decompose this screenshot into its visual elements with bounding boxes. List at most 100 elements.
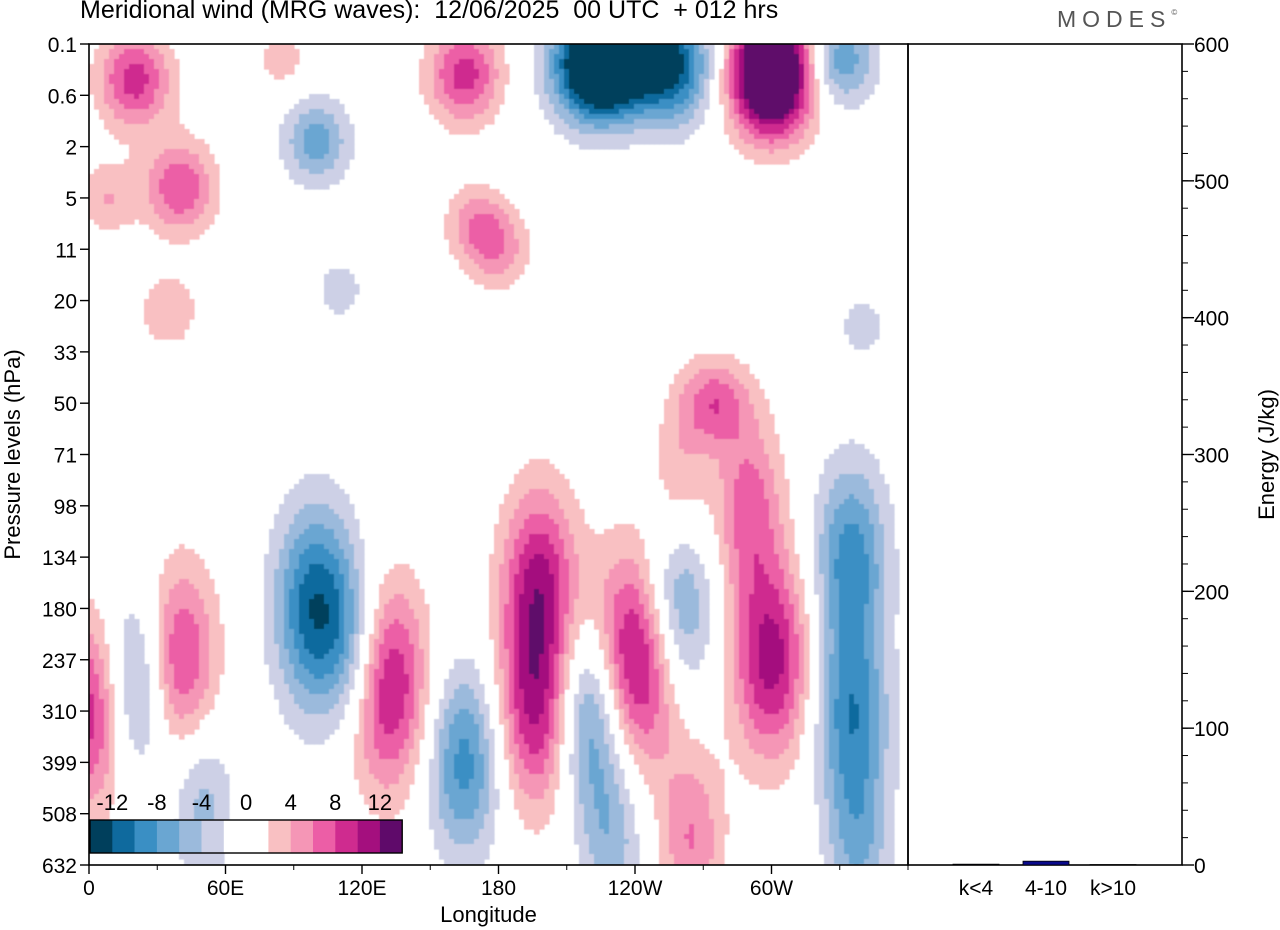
- heatmap-cell: [824, 74, 830, 80]
- heatmap-cell: [569, 109, 575, 115]
- heatmap-cell: [174, 144, 180, 150]
- heatmap-cell: [289, 174, 295, 180]
- heatmap-cell: [309, 489, 315, 495]
- heatmap-cell: [189, 569, 195, 575]
- heatmap-cell: [874, 564, 880, 570]
- heatmap-cell: [169, 179, 175, 185]
- heatmap-cell: [584, 54, 590, 60]
- heatmap-cell: [144, 64, 150, 70]
- heatmap-cell: [839, 509, 845, 515]
- heatmap-cell: [579, 134, 585, 140]
- heatmap-cell: [279, 509, 285, 515]
- heatmap-cell: [174, 84, 180, 90]
- heatmap-cell: [134, 119, 140, 125]
- heatmap-cell: [124, 209, 130, 215]
- heatmap-cell: [624, 64, 630, 70]
- heatmap-cell: [579, 549, 585, 555]
- heatmap-cell: [644, 139, 650, 145]
- heatmap-cell: [654, 129, 660, 135]
- heatmap-cell: [134, 144, 140, 150]
- heatmap-cell: [804, 89, 810, 95]
- heatmap-cell: [104, 209, 110, 215]
- heatmap-cell: [689, 484, 695, 490]
- heatmap-cell: [544, 489, 550, 495]
- heatmap-cell: [714, 374, 720, 380]
- heatmap-cell: [679, 414, 685, 420]
- heatmap-cell: [784, 559, 790, 565]
- heatmap-cell: [624, 54, 630, 60]
- heatmap-cell: [724, 354, 730, 360]
- heatmap-cell: [729, 424, 735, 430]
- heatmap-cell: [174, 224, 180, 230]
- heatmap-cell: [94, 104, 100, 110]
- heatmap-cell: [544, 569, 550, 575]
- heatmap-cell: [744, 454, 750, 460]
- heatmap-cell: [309, 179, 315, 185]
- heatmap-cell: [764, 469, 770, 475]
- heatmap-cell: [774, 144, 780, 150]
- heatmap-cell: [749, 79, 755, 85]
- heatmap-cell: [769, 139, 775, 145]
- heatmap-cell: [769, 154, 775, 160]
- heatmap-cell: [464, 244, 470, 250]
- heatmap-cell: [729, 544, 735, 550]
- heatmap-cell: [714, 384, 720, 390]
- heatmap-cell: [844, 519, 850, 525]
- heatmap-cell: [154, 94, 160, 100]
- heatmap-cell: [674, 449, 680, 455]
- heatmap-cell: [654, 89, 660, 95]
- heatmap-cell: [624, 94, 630, 100]
- heatmap-cell: [744, 69, 750, 75]
- heatmap-cell: [299, 164, 305, 170]
- heatmap-cell: [779, 44, 785, 50]
- heatmap-cell: [134, 129, 140, 135]
- heatmap-cell: [704, 359, 710, 365]
- heatmap-cell: [619, 569, 625, 575]
- heatmap-cell: [164, 309, 170, 315]
- heatmap-cell: [484, 114, 490, 120]
- heatmap-cell: [729, 374, 735, 380]
- heatmap-cell: [584, 99, 590, 105]
- heatmap-cell: [854, 454, 860, 460]
- heatmap-cell: [764, 539, 770, 545]
- heatmap-cell: [744, 79, 750, 85]
- heatmap-cell: [349, 284, 355, 290]
- heatmap-cell: [614, 79, 620, 85]
- heatmap-cell: [884, 529, 890, 535]
- heatmap-cell: [779, 64, 785, 70]
- heatmap-cell: [739, 119, 745, 125]
- heatmap-cell: [479, 69, 485, 75]
- heatmap-cell: [794, 104, 800, 110]
- heatmap-cell: [144, 124, 150, 130]
- heatmap-cell: [774, 474, 780, 480]
- heatmap-cell: [844, 494, 850, 500]
- heatmap-cell: [609, 89, 615, 95]
- heatmap-cell: [744, 404, 750, 410]
- heatmap-cell: [474, 114, 480, 120]
- heatmap-cell: [99, 49, 105, 55]
- heatmap-cell: [859, 494, 865, 500]
- heatmap-cell: [159, 329, 165, 335]
- heatmap-cell: [749, 384, 755, 390]
- heatmap-cell: [459, 74, 465, 80]
- heatmap-cell: [489, 119, 495, 125]
- heatmap-cell: [164, 184, 170, 190]
- heatmap-cell: [104, 89, 110, 95]
- heatmap-cell: [319, 114, 325, 120]
- heatmap-cell: [834, 489, 840, 495]
- heatmap-cell: [459, 44, 465, 50]
- heatmap-cell: [869, 504, 875, 510]
- heatmap-cell: [629, 544, 635, 550]
- heatmap-cell: [784, 129, 790, 135]
- heatmap-cell: [704, 364, 710, 370]
- heatmap-cell: [889, 549, 895, 555]
- heatmap-cell: [524, 479, 530, 485]
- heatmap-cell: [594, 119, 600, 125]
- heatmap-cell: [749, 144, 755, 150]
- heatmap-cell: [884, 564, 890, 570]
- heatmap-cell: [324, 524, 330, 530]
- heatmap-cell: [784, 114, 790, 120]
- heatmap-cell: [884, 519, 890, 525]
- heatmap-cell: [104, 124, 110, 130]
- heatmap-cell: [709, 469, 715, 475]
